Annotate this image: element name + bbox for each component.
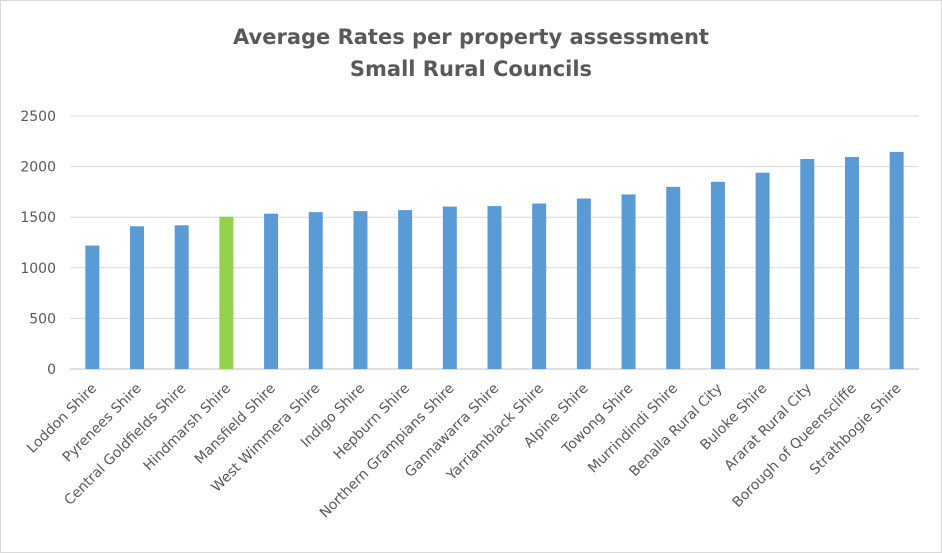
bar-13	[666, 186, 681, 369]
chart-title: Average Rates per property assessment Sm…	[1, 21, 941, 85]
y-tick-label-2000: 2000	[20, 160, 56, 176]
x-tick-label-7: Hepburn Shire	[331, 381, 413, 463]
chart-title-line-2: Small Rural Councils	[349, 57, 593, 81]
y-tick-label-1000: 1000	[20, 261, 56, 277]
bar-4	[264, 213, 279, 369]
bar-1	[130, 226, 145, 369]
bar-17	[844, 156, 859, 369]
bar-12	[621, 194, 636, 369]
bar-3	[219, 216, 234, 369]
bar-7	[398, 210, 413, 369]
bar-16	[800, 159, 815, 369]
x-tick-label-1: Pyrenees Shire	[60, 381, 145, 466]
bar-10	[532, 203, 547, 369]
bar-2	[174, 225, 189, 369]
bar-18	[889, 151, 904, 369]
chart-title-line-1: Average Rates per property assessment	[233, 25, 709, 49]
y-tick-label-2500: 2500	[20, 109, 56, 125]
x-tick-label-4: Mansfield Shire	[192, 381, 279, 468]
y-tick-label-1500: 1500	[20, 210, 56, 226]
bar-9	[487, 206, 502, 369]
bar-0	[85, 245, 100, 369]
bar-5	[308, 212, 323, 369]
y-tick-label-500: 500	[29, 311, 56, 327]
bar-6	[353, 211, 368, 369]
bar-14	[710, 181, 725, 369]
bar-11	[576, 198, 591, 369]
y-tick-label-0: 0	[47, 362, 56, 378]
bar-8	[442, 206, 457, 369]
bar-15	[755, 172, 770, 369]
